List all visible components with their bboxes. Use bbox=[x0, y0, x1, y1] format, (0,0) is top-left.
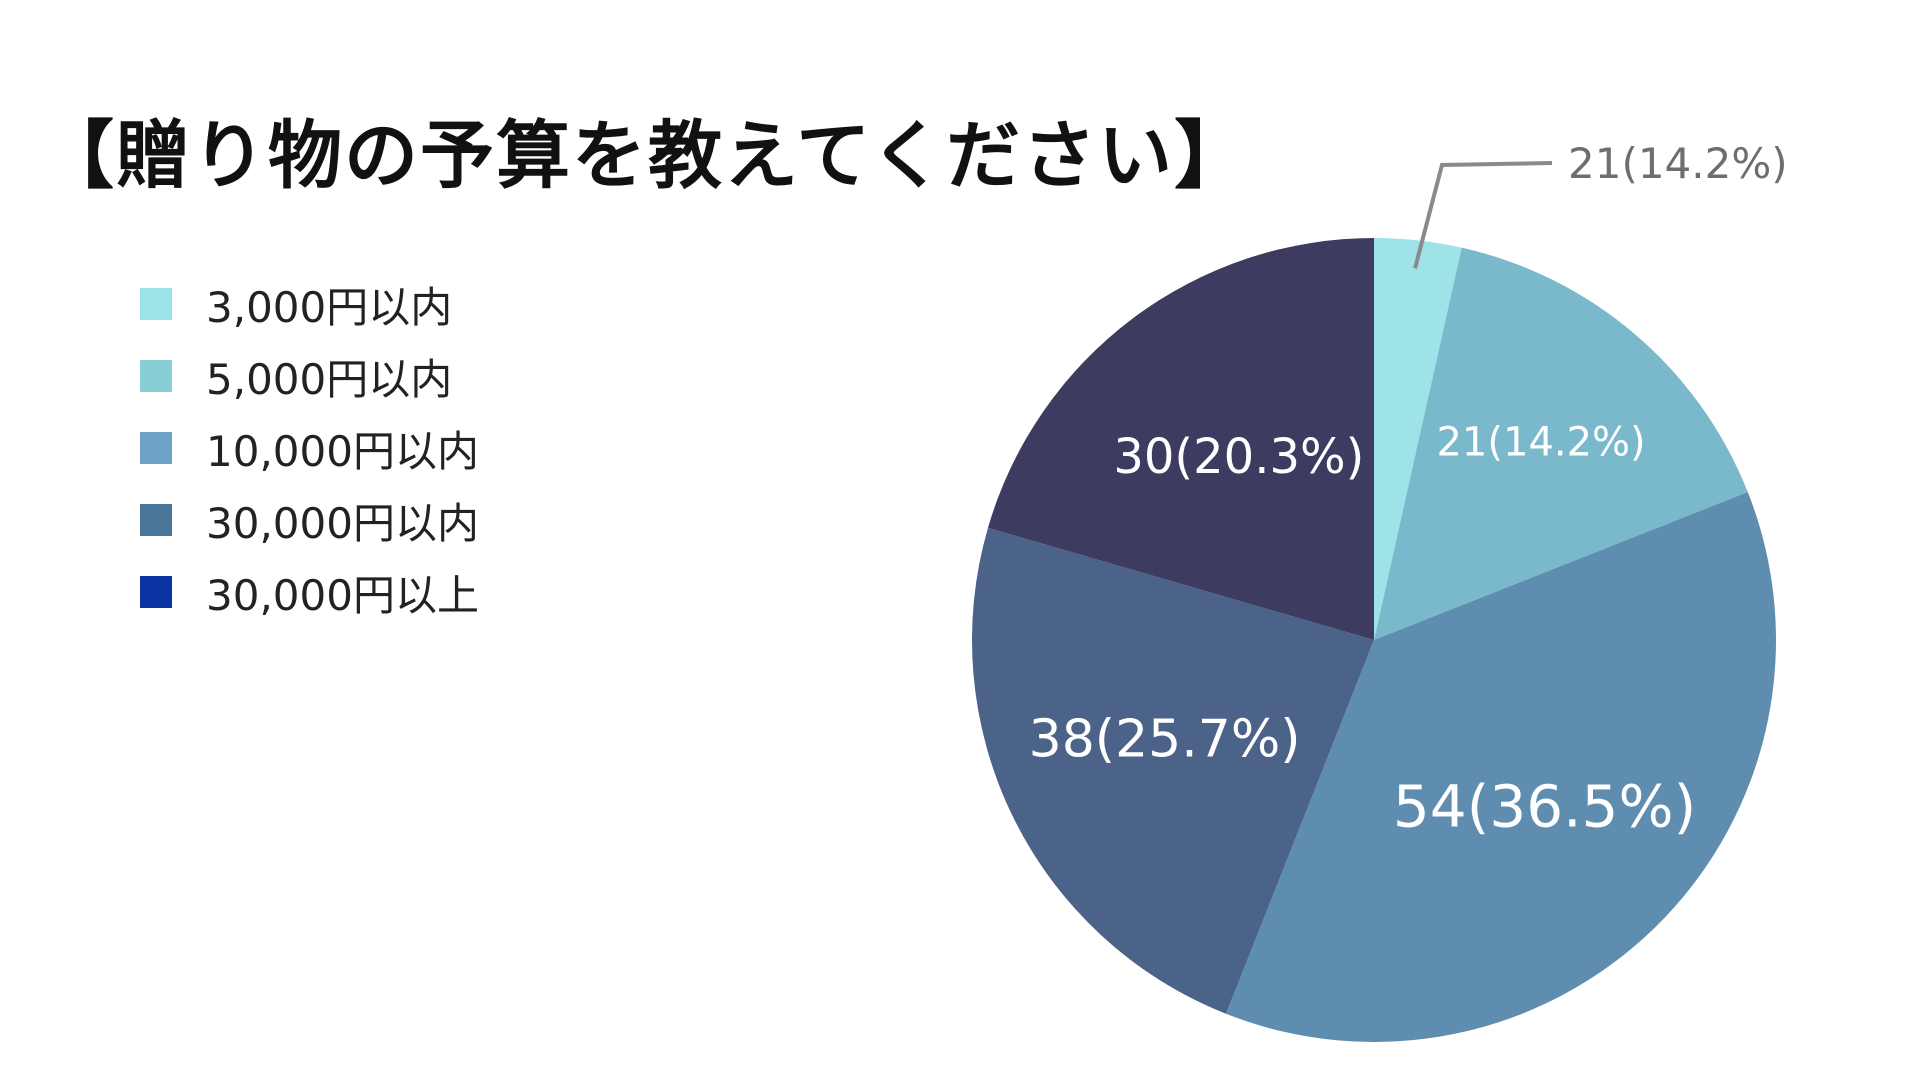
legend-item-5: 30,000円以上 bbox=[140, 556, 479, 628]
legend-swatch-1 bbox=[140, 288, 172, 320]
legend-label-3: 10,000円以内 bbox=[206, 426, 479, 476]
slice-label-3: 54(36.5%) bbox=[1393, 773, 1696, 841]
pie-slice-2 bbox=[1374, 247, 1748, 640]
slice-label-4: 38(25.7%) bbox=[1029, 710, 1301, 770]
callout-line-1 bbox=[1413, 161, 1553, 269]
legend-swatch-2 bbox=[140, 360, 172, 392]
slice-label-1: 21(14.2%) bbox=[1568, 139, 1788, 188]
legend-swatch-5 bbox=[140, 576, 172, 608]
legend-item-2: 5,000円以内 bbox=[140, 340, 479, 412]
pie-slice-5 bbox=[987, 238, 1374, 640]
pie-slice-4 bbox=[971, 527, 1374, 1014]
legend-label-1: 3,000円以内 bbox=[206, 282, 453, 332]
legend-label-2: 5,000円以内 bbox=[206, 354, 453, 404]
legend-item-4: 30,000円以内 bbox=[140, 484, 479, 556]
legend-item-3: 10,000円以内 bbox=[140, 412, 479, 484]
legend-label-4: 30,000円以内 bbox=[206, 498, 479, 548]
chart-title: 【贈り物の予算を教えてください】 bbox=[40, 113, 1251, 199]
pie-slice-1 bbox=[1374, 238, 1462, 640]
chart-legend: 3,000円以内 5,000円以内 10,000円以内 30,000円以内 30… bbox=[140, 268, 479, 628]
legend-swatch-3 bbox=[140, 432, 172, 464]
pie-slice-3 bbox=[1226, 492, 1776, 1042]
legend-item-1: 3,000円以内 bbox=[140, 268, 479, 340]
slice-label-5: 30(20.3%) bbox=[1113, 429, 1364, 485]
legend-label-5: 30,000円以上 bbox=[206, 570, 479, 620]
slice-label-2: 21(14.2%) bbox=[1436, 419, 1645, 465]
legend-swatch-4 bbox=[140, 504, 172, 536]
